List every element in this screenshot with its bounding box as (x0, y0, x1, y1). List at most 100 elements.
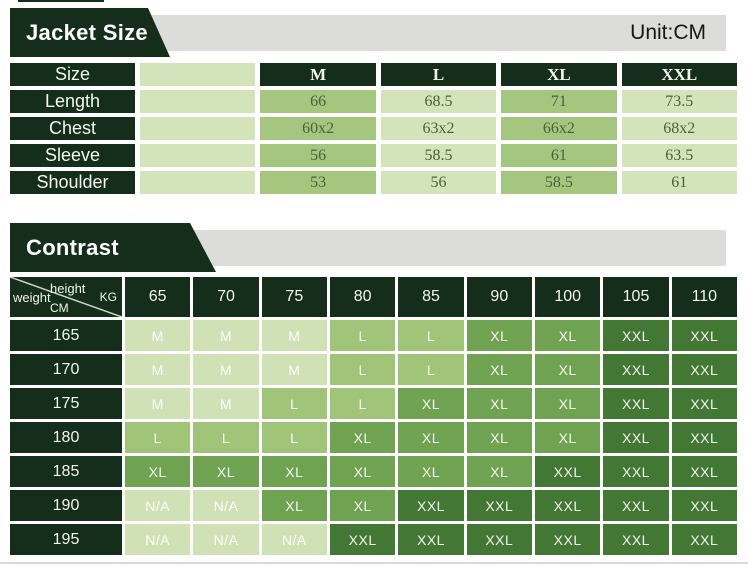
contrast-size-cell: XXL (603, 456, 669, 487)
size-value-cell: 53 (260, 171, 376, 194)
contrast-size-cell: XL (466, 388, 532, 419)
contrast-size-cell: XL (398, 422, 464, 453)
size-value-cell: 58.5 (380, 144, 497, 167)
contrast-size-cell: M (193, 320, 259, 351)
contrast-size-cell: N/A (125, 524, 191, 555)
corner-cm-label: CM (50, 301, 69, 315)
spacer-cell (140, 90, 256, 113)
spacer-cell (140, 117, 256, 140)
contrast-size-cell: L (261, 388, 327, 419)
size-row-label: Length (10, 90, 135, 113)
size-column-header: M (260, 63, 376, 86)
contrast-size-cell: XXL (603, 354, 669, 385)
size-column-header: XXL (621, 63, 737, 86)
weight-column-header: 75 (261, 277, 327, 317)
jacket-size-table: Size M L XL XXL Length 66 68.5 71 73.5 Chest 60x2 63… (10, 63, 737, 194)
size-value-cell: 71 (501, 90, 617, 113)
contrast-size-cell: XXL (603, 524, 669, 555)
contrast-size-cell: XL (261, 456, 327, 487)
weight-column-header: 105 (603, 277, 669, 317)
size-column-header: L (380, 63, 497, 86)
size-row-label: Sleeve (10, 144, 135, 167)
contrast-size-cell: XXL (466, 524, 532, 555)
weight-column-header: 90 (466, 277, 532, 317)
height-row-label: 170 (10, 354, 122, 385)
contrast-size-cell: L (261, 422, 327, 453)
size-value-cell: 63x2 (380, 117, 497, 140)
contrast-size-cell: M (125, 388, 191, 419)
contrast-size-cell: XXL (398, 524, 464, 555)
contrast-size-cell: N/A (125, 490, 191, 521)
height-row-label: 185 (10, 456, 122, 487)
contrast-size-cell: XXL (671, 388, 737, 419)
contrast-size-cell: XL (398, 388, 464, 419)
contrast-size-cell: XL (330, 456, 396, 487)
height-row-label: 195 (10, 524, 122, 555)
weight-column-header: 65 (125, 277, 191, 317)
contrast-size-cell: N/A (261, 524, 327, 555)
height-row-label: 175 (10, 388, 122, 419)
spacer-cell (140, 144, 256, 167)
spacer-cell (140, 63, 256, 86)
contrast-size-cell: M (125, 320, 191, 351)
diagonal-divider-line (10, 277, 122, 317)
weight-column-header: 100 (535, 277, 601, 317)
weight-column-header: 70 (193, 277, 259, 317)
contrast-size-cell: XXL (466, 490, 532, 521)
contrast-size-cell: L (398, 354, 464, 385)
spacer-cell (140, 171, 256, 194)
corner-height-label: height (50, 281, 86, 296)
corner-kg-label: KG (99, 290, 117, 304)
contrast-size-cell: XXL (330, 524, 396, 555)
contrast-size-cell: XL (193, 456, 259, 487)
contrast-size-cell: L (330, 320, 396, 351)
bottom-divider-line (0, 562, 748, 564)
size-value-cell: 58.5 (501, 171, 617, 194)
contrast-size-cell: L (193, 422, 259, 453)
contrast-banner: Contrast (10, 223, 216, 272)
contrast-size-cell: XXL (671, 320, 737, 351)
contrast-matrix: height KG weight CM 65 70 75 80 85 90 100 105 11… (10, 277, 737, 555)
corner-weight-label: weight (13, 290, 51, 305)
contrast-size-cell: XXL (671, 524, 737, 555)
jacket-size-title: Jacket Size (26, 20, 148, 45)
contrast-size-cell: XXL (671, 456, 737, 487)
contrast-size-cell: M (261, 320, 327, 351)
contrast-size-cell: XL (535, 320, 601, 351)
contrast-size-cell: N/A (193, 524, 259, 555)
contrast-size-cell: XL (535, 422, 601, 453)
contrast-size-cell: XL (466, 456, 532, 487)
contrast-size-cell: XXL (603, 490, 669, 521)
contrast-size-cell: XL (125, 456, 191, 487)
contrast-size-cell: XL (261, 490, 327, 521)
contrast-size-cell: M (193, 388, 259, 419)
size-value-cell: 66 (260, 90, 376, 113)
contrast-size-cell: L (125, 422, 191, 453)
contrast-size-cell: XXL (603, 422, 669, 453)
size-column-header: XL (501, 63, 617, 86)
contrast-size-cell: XXL (535, 456, 601, 487)
contrast-size-cell: XXL (535, 524, 601, 555)
contrast-title: Contrast (26, 235, 119, 260)
size-value-cell: 68.5 (380, 90, 497, 113)
contrast-size-cell: XL (330, 422, 396, 453)
size-header-label: Size (10, 63, 135, 86)
height-row-label: 190 (10, 490, 122, 521)
contrast-size-cell: M (125, 354, 191, 385)
contrast-size-cell: XL (398, 456, 464, 487)
size-value-cell: 66x2 (501, 117, 617, 140)
weight-column-header: 85 (398, 277, 464, 317)
contrast-size-cell: XL (330, 490, 396, 521)
contrast-size-cell: XXL (671, 354, 737, 385)
size-value-cell: 61 (621, 171, 737, 194)
contrast-size-cell: XL (466, 320, 532, 351)
size-value-cell: 60x2 (260, 117, 376, 140)
size-value-cell: 68x2 (621, 117, 737, 140)
contrast-size-cell: XL (466, 354, 532, 385)
size-value-cell: 61 (501, 144, 617, 167)
size-row-label: Chest (10, 117, 135, 140)
contrast-size-cell: L (398, 320, 464, 351)
weight-column-header: 110 (671, 277, 737, 317)
size-value-cell: 73.5 (621, 90, 737, 113)
